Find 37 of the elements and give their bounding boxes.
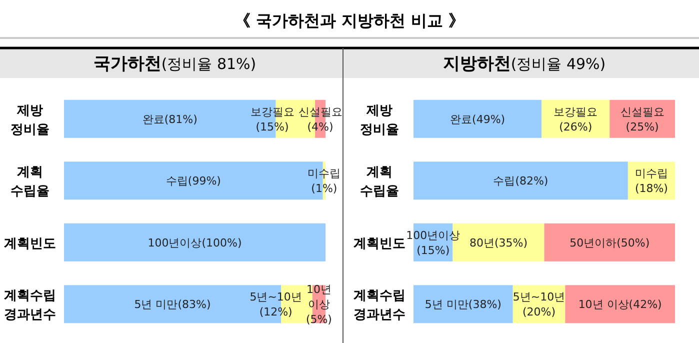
data-label: 5년 미만(38%) bbox=[424, 298, 502, 312]
bar bbox=[414, 100, 542, 138]
bar bbox=[64, 223, 326, 262]
data-label: 10년 이상(5%) bbox=[306, 283, 332, 326]
category-label: 계획수립 경과년수 bbox=[4, 288, 56, 323]
chart-title: 《 국가하천과 지방하천 비교 》 bbox=[234, 11, 465, 30]
data-label: 5년 미만(83%) bbox=[134, 298, 211, 312]
data-label: 신설필요(4%) bbox=[298, 105, 342, 134]
data-label: 완료(81%) bbox=[142, 112, 198, 126]
data-label: 10년 이상(42%) bbox=[578, 298, 662, 312]
data-label: 미수립(18%) bbox=[634, 167, 668, 196]
data-label: 5년~10년(12%) bbox=[250, 290, 302, 319]
category-label: 계획수립 경과년수 bbox=[354, 288, 406, 323]
data-label: 신설필요(25%) bbox=[620, 105, 664, 134]
data-label: 보강필요(15%) bbox=[250, 105, 294, 134]
category-label: 계획 수립율 bbox=[360, 165, 399, 200]
data-label: 수립(99%) bbox=[166, 174, 221, 188]
data-label: 5년~10년(20%) bbox=[512, 290, 566, 319]
category-label: 제방 정비율 bbox=[10, 103, 50, 138]
category-label: 계획 수립율 bbox=[10, 165, 50, 200]
category-label: 계획빈도 bbox=[354, 236, 406, 252]
data-label: 완료(49%) bbox=[450, 112, 506, 126]
bar bbox=[414, 285, 513, 324]
data-label: 보강필요(26%) bbox=[554, 105, 598, 134]
chart-subtitle: 지방하천(정비율 49%) bbox=[442, 54, 606, 74]
bar bbox=[414, 162, 628, 200]
bar bbox=[544, 223, 675, 262]
data-label: 미수립(1%) bbox=[308, 167, 341, 196]
data-label: 수립(82%) bbox=[493, 174, 548, 188]
data-label: 100년이상(15%) bbox=[406, 228, 460, 257]
chart-subtitle: 국가하천(정비율 81%) bbox=[93, 54, 256, 74]
data-label: 80년(35%) bbox=[469, 236, 528, 250]
category-label: 제방 정비율 bbox=[360, 103, 399, 138]
data-label: 50년이하(50%) bbox=[570, 236, 650, 250]
category-label: 계획빈도 bbox=[4, 236, 56, 252]
bar bbox=[565, 285, 675, 324]
data-label: 100년이상(100%) bbox=[148, 236, 242, 250]
